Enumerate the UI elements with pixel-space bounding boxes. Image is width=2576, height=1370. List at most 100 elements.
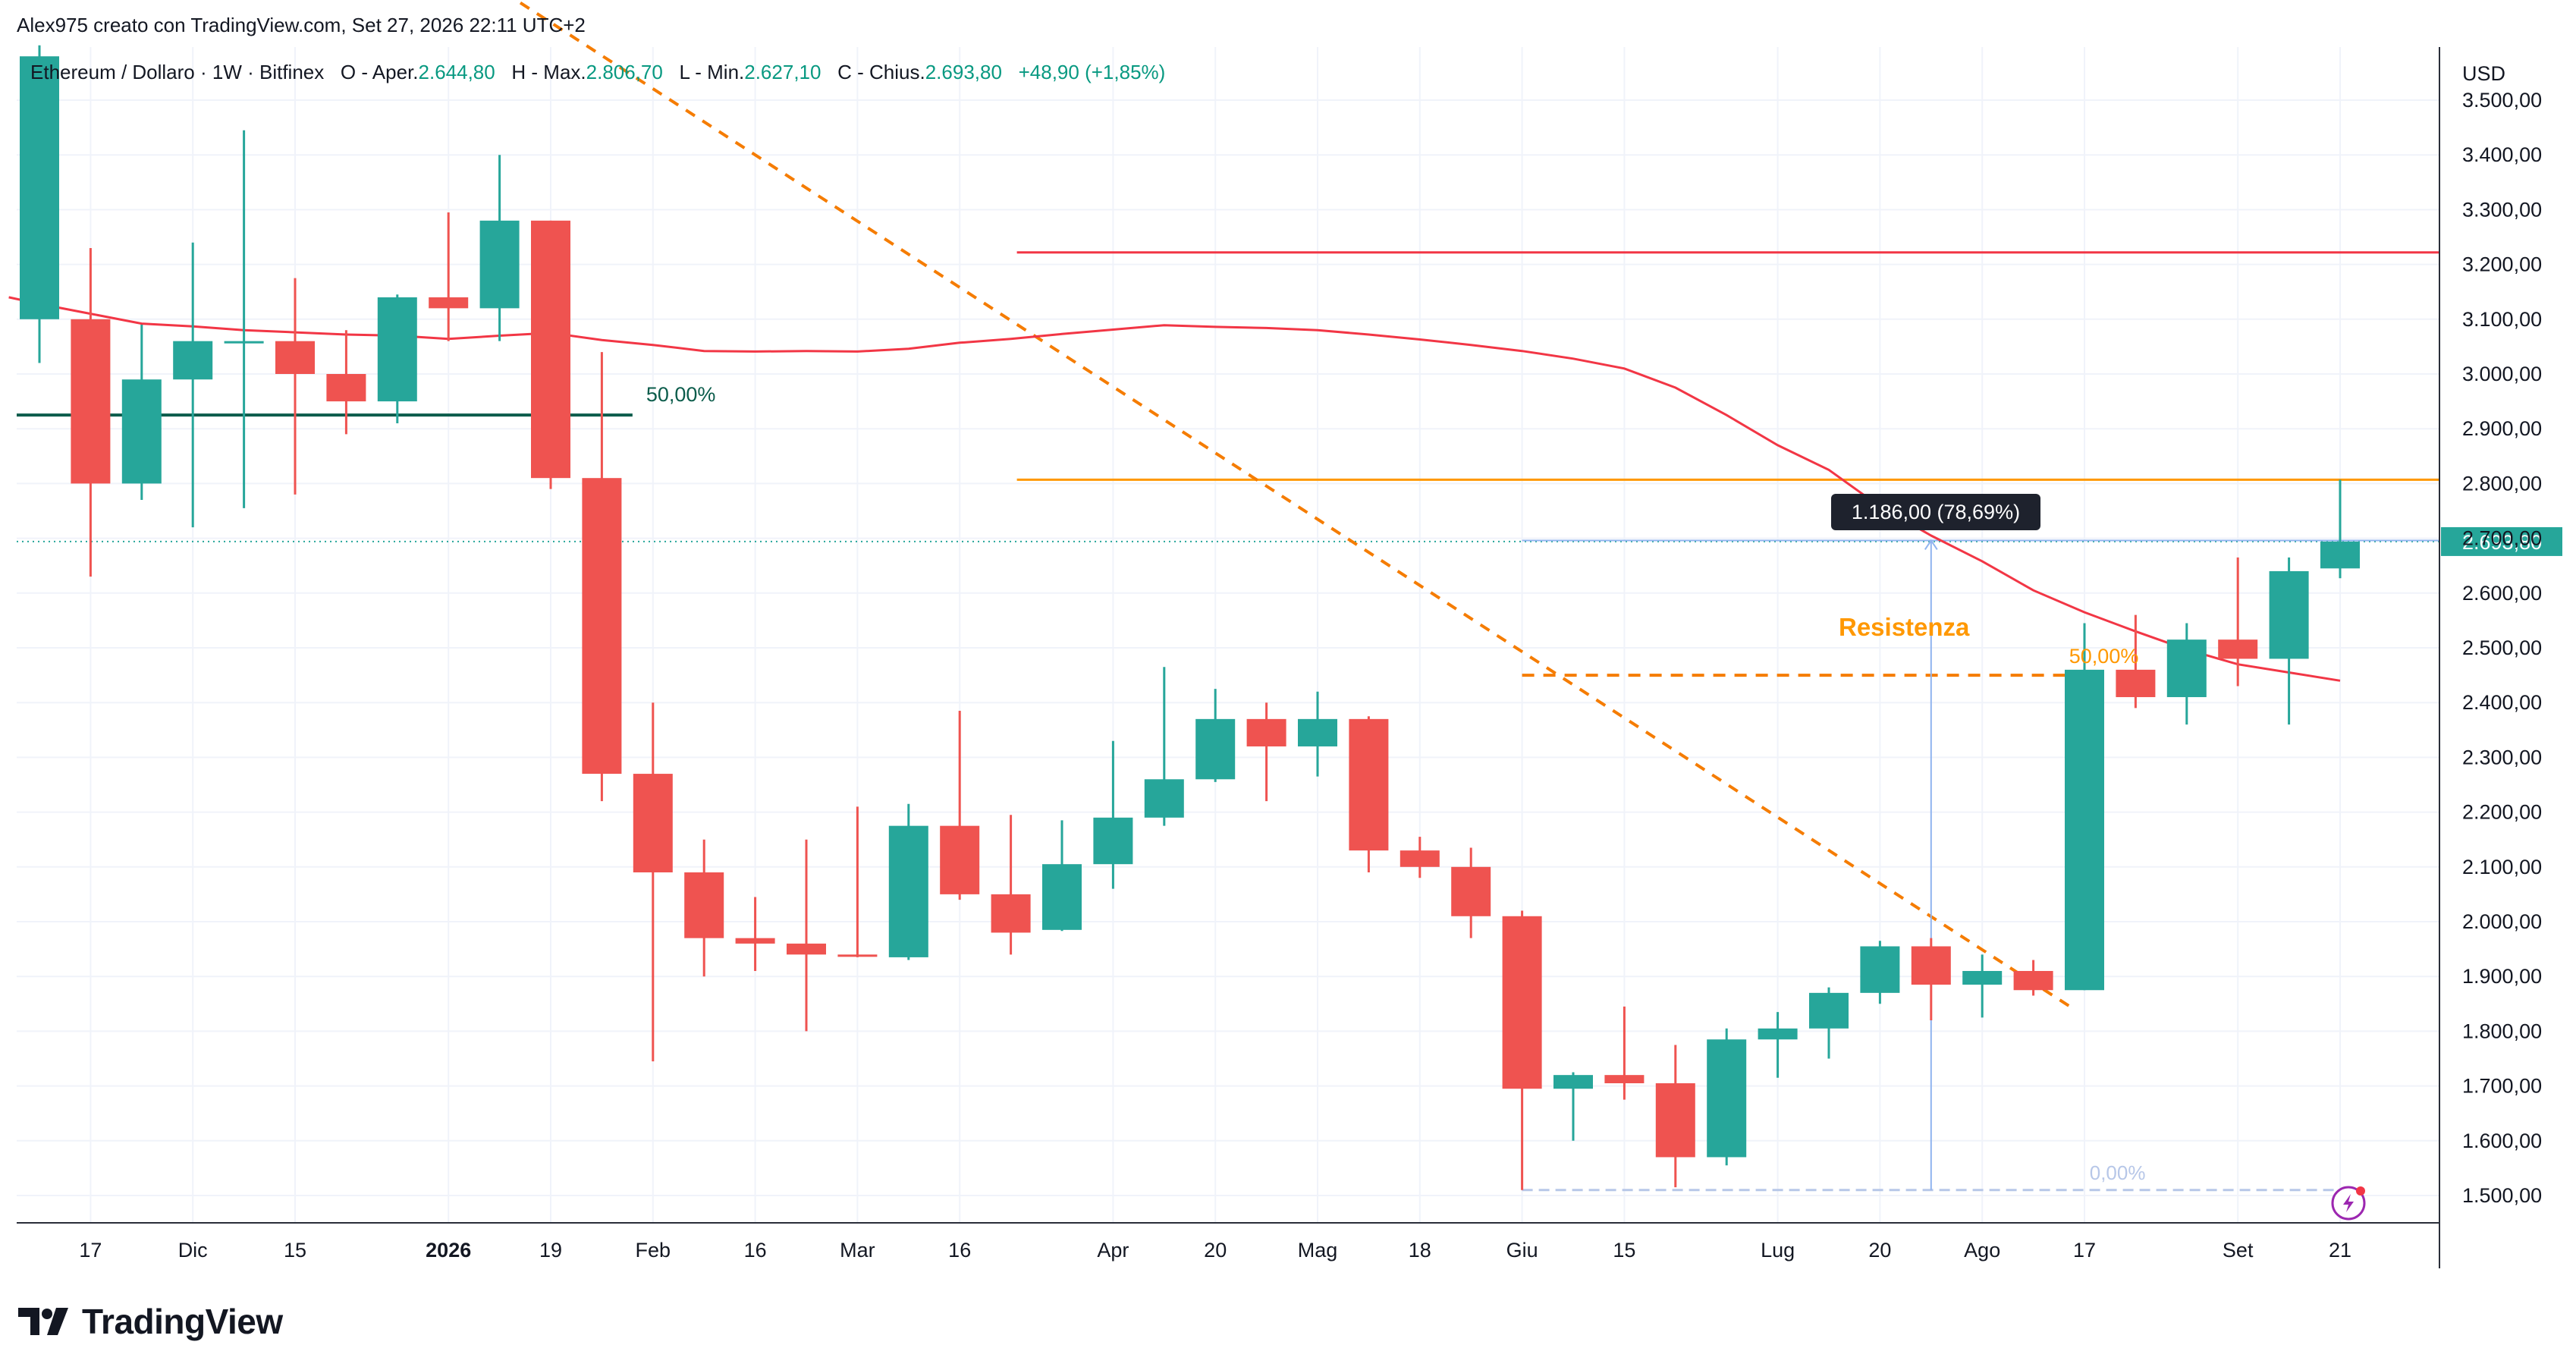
currency-label: USD [2462, 62, 2505, 85]
ma-line [8, 296, 2341, 682]
tradingview-logo-text: TradingView [82, 1302, 283, 1341]
candle-body [1962, 970, 2003, 985]
candle [1093, 740, 1133, 889]
candle-body [787, 943, 826, 955]
y-tick-label: 2.500,00 [2462, 636, 2542, 659]
fib-0-label: 0,00% [2090, 1161, 2146, 1184]
y-tick-label: 2.400,00 [2462, 691, 2542, 714]
y-tick-label: 2.800,00 [2462, 472, 2542, 495]
measure-tooltip: 1.186,00 (78,69%) [1831, 494, 2040, 530]
candle [735, 897, 775, 971]
candle [1809, 987, 1849, 1059]
y-tick-label: 2.600,00 [2462, 582, 2542, 605]
x-tick-label: 19 [539, 1239, 562, 1262]
candle [173, 242, 213, 528]
candle [1502, 910, 1542, 1190]
y-tick-label: 1.500,00 [2462, 1184, 2542, 1207]
x-tick-label: 15 [284, 1239, 306, 1262]
candle-body [1502, 916, 1542, 1089]
tradingview-logo[interactable]: TradingView [18, 1299, 283, 1344]
candle [2116, 614, 2156, 709]
annotations: 50,00% Resistenza 50,00% 0,00% 1.186,00 … [646, 383, 2146, 1184]
candle [633, 702, 673, 1062]
y-tick-label: 2.300,00 [2462, 746, 2542, 768]
y-tick-label: 2.700,00 [2462, 527, 2542, 550]
drawing-lines [17, 2, 2439, 1192]
symbol-name: Ethereum / Dollaro · 1W · Bitfinex [30, 61, 325, 83]
candle [2269, 557, 2309, 725]
candle [787, 839, 826, 1032]
candle [1860, 941, 1900, 1004]
candle [684, 839, 724, 977]
candle-body [2013, 970, 2053, 991]
candle [2320, 479, 2360, 579]
measure-arrow [1924, 539, 1938, 551]
candle [479, 155, 520, 341]
candle [1195, 689, 1236, 782]
candle [1553, 1072, 1593, 1141]
lightning-icon[interactable] [2331, 1186, 2366, 1221]
x-tick-label: 18 [1409, 1239, 1431, 1262]
y-tick-label: 3.100,00 [2462, 308, 2542, 331]
y-tick-label: 3.300,00 [2462, 198, 2542, 221]
candle-body [1042, 864, 1082, 930]
low-label: L - Min. [679, 61, 745, 83]
candle-body [1553, 1075, 1593, 1089]
high-value: 2.806,70 [586, 61, 663, 83]
candle-body [1195, 718, 1236, 780]
candle-body [1758, 1028, 1798, 1040]
candle-body [1809, 992, 1849, 1029]
time-axis[interactable]: 17 Dic 15 2026 19 Feb 16 Mar 16 Apr 20 Mag 18 Giu 15 Lu… [17, 1222, 2439, 1262]
y-tick-label: 1.900,00 [2462, 965, 2542, 988]
x-tick-label: 17 [79, 1239, 102, 1262]
candle [377, 294, 417, 423]
candle [1707, 1028, 1747, 1166]
candle [1655, 1045, 1695, 1188]
y-tick-label: 2.000,00 [2462, 910, 2542, 933]
candle [121, 325, 162, 501]
last-price-badge: 2.693,80 [2441, 526, 2562, 556]
candle-body [1655, 1082, 1695, 1158]
candle [2218, 557, 2258, 687]
y-tick-label: 3.400,00 [2462, 143, 2542, 166]
candle-body [2116, 669, 2156, 697]
x-tick-label: Lug [1761, 1239, 1795, 1262]
low-value: 2.627,10 [744, 61, 821, 83]
candle [71, 247, 111, 577]
candle-body [20, 56, 59, 319]
author-line: Alex975 creato con TradingView.com, Set … [17, 14, 586, 36]
symbol-legend[interactable]: Ethereum / Dollaro · 1W · Bitfinex O - A… [30, 61, 1165, 84]
candle-body [684, 872, 724, 938]
x-tick-label: 15 [1613, 1239, 1635, 1262]
candle [1604, 1006, 1645, 1100]
y-tick-label: 2.200,00 [2462, 801, 2542, 824]
candle [1451, 847, 1491, 938]
price-axis[interactable]: USD 2.693,80 1.500,00 1.600,00 1.700,00 1.8… [2439, 47, 2562, 1268]
candle-body [1298, 718, 1337, 746]
candle-body [1707, 1039, 1747, 1158]
candle [275, 278, 315, 495]
y-tick-label: 2.100,00 [2462, 856, 2542, 878]
y-tick-label: 3.200,00 [2462, 253, 2542, 276]
candle-body [2320, 541, 2360, 569]
x-tick-label: Ago [1964, 1239, 2000, 1262]
candle [1911, 938, 1951, 1020]
x-tick-label: 20 [1204, 1239, 1227, 1262]
candle-body [1144, 779, 1184, 818]
candle-body [326, 374, 366, 402]
candle-body [377, 297, 417, 402]
candle-body [1604, 1075, 1645, 1083]
candle [1042, 820, 1082, 932]
candle-body [1246, 718, 1286, 746]
candle [1962, 954, 2003, 1018]
open-value: 2.644,80 [418, 61, 495, 83]
candle-body [1093, 817, 1133, 865]
candle-body [275, 341, 315, 374]
candle [1246, 702, 1286, 802]
x-tick-label: 16 [948, 1239, 971, 1262]
x-tick-label: Apr [1097, 1239, 1129, 1262]
x-tick-label: Mar [840, 1239, 875, 1262]
candle [991, 815, 1031, 955]
x-tick-label: Feb [636, 1239, 671, 1262]
